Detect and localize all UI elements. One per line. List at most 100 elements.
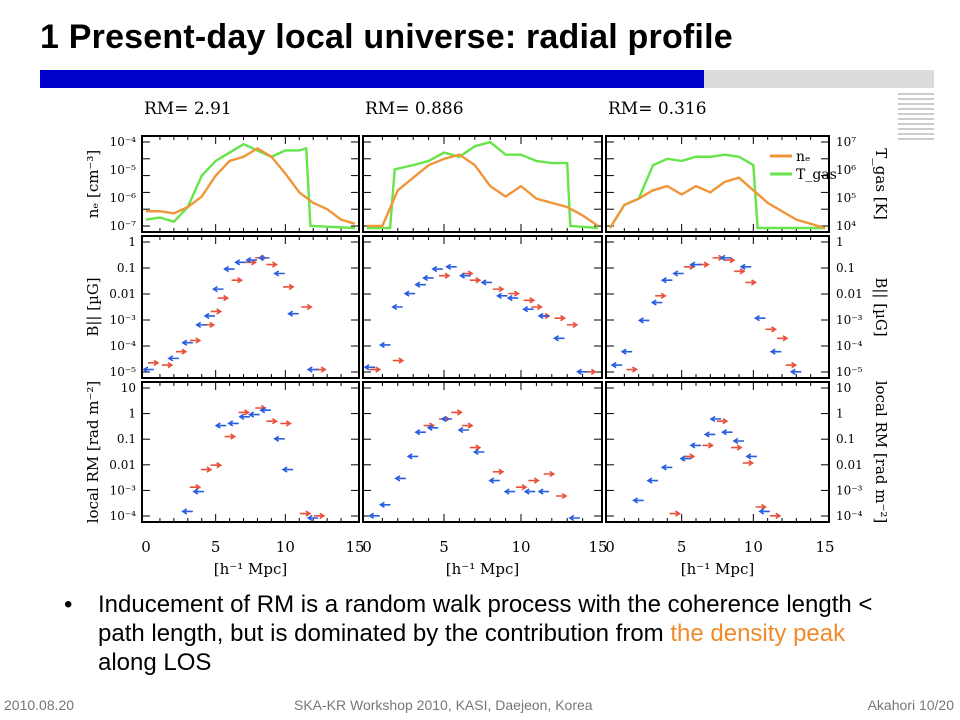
- left-arrow-point: [214, 422, 227, 429]
- panel-frame: [605, 235, 830, 379]
- left-arrow-point: [273, 435, 285, 442]
- x-axis-label: [h⁻¹ Mpc]: [446, 560, 519, 578]
- x-tick-label: 5: [677, 538, 687, 556]
- panel-frame: [141, 381, 360, 523]
- x-tick-label: 10: [511, 538, 530, 556]
- left-arrow-point: [679, 455, 691, 462]
- left-arrow-point: [523, 488, 536, 495]
- y-tick-right-row3: 1: [836, 407, 844, 421]
- y-axis-label-right-row2: B|| [µG]: [872, 277, 890, 336]
- left-arrow-point: [632, 497, 644, 504]
- left-arrow-point: [637, 317, 650, 324]
- left-arrow-point: [721, 429, 733, 436]
- x-tick-label: 0: [362, 538, 372, 556]
- panel-title-col2: RM= 0.886: [365, 99, 464, 119]
- left-arrow-point: [709, 415, 722, 423]
- left-arrow-point: [719, 254, 732, 262]
- y-tick-right-row2: 1: [836, 235, 844, 249]
- x-axis-label: [h⁻¹ Mpc]: [214, 560, 287, 578]
- x-tick-label: 15: [815, 538, 834, 556]
- legend-label-1: nₑ: [796, 149, 810, 165]
- y-axis-label-left-row1: nₑ [cm⁻³]: [84, 150, 102, 219]
- panel-frame: [362, 235, 603, 379]
- left-arrow-point: [457, 426, 470, 434]
- y-tick-right-row2: 10⁻⁵: [836, 365, 863, 379]
- right-arrow-point: [742, 459, 755, 467]
- panel-frame: [605, 135, 830, 233]
- title-underline-gray: [704, 70, 934, 88]
- y-tick-left-row2: 0.01: [109, 287, 136, 301]
- y-tick-right-row2: 0.01: [836, 287, 863, 301]
- right-arrow-point: [566, 321, 579, 329]
- left-arrow-point: [472, 448, 485, 456]
- left-arrow-point: [488, 477, 500, 484]
- left-arrow-point: [406, 453, 419, 460]
- left-arrow-point: [378, 501, 391, 508]
- panel-frame: [141, 235, 360, 379]
- right-arrow-point: [655, 292, 667, 300]
- bullet-marker: •: [64, 591, 73, 618]
- right-arrow-point: [516, 484, 528, 491]
- series-line-T-gas: [145, 142, 356, 230]
- right-arrow-point: [785, 361, 798, 369]
- panel-title-col3: RM= 0.316: [608, 99, 707, 119]
- left-arrow-point: [273, 270, 285, 277]
- right-arrow-point: [238, 409, 251, 416]
- series-line-n-e: [608, 176, 826, 230]
- right-arrow-point: [734, 268, 746, 275]
- left-arrow-point: [142, 366, 154, 373]
- left-arrow-point: [620, 348, 633, 355]
- left-arrow-point: [287, 310, 299, 317]
- left-arrow-point: [496, 292, 508, 300]
- y-tick-right-row3: 0.01: [836, 458, 863, 472]
- left-arrow-point: [195, 321, 207, 329]
- right-arrow-point: [175, 348, 188, 355]
- x-tick-label: 10: [276, 538, 295, 556]
- y-tick-right-row2: 0.1: [836, 261, 855, 275]
- right-arrow-point: [777, 335, 789, 342]
- left-arrow-point: [234, 259, 246, 266]
- series-line-T-gas: [367, 140, 599, 230]
- left-arrow-point: [650, 299, 663, 306]
- y-tick-left-row1: 10⁻⁵: [110, 163, 137, 177]
- decorative-lines-icon: [898, 93, 934, 140]
- y-tick-left-row1: 10⁻⁶: [110, 191, 137, 205]
- left-arrow-point: [660, 464, 673, 471]
- left-arrow-point: [403, 290, 416, 297]
- left-arrow-point: [522, 306, 534, 313]
- left-arrow-point: [181, 339, 193, 346]
- slide-title: 1 Present-day local universe: radial pro…: [40, 18, 733, 56]
- right-arrow-point: [231, 277, 244, 284]
- x-tick-label: 15: [345, 538, 364, 556]
- y-tick-right-row1: 10⁴: [836, 219, 856, 233]
- right-arrow-point: [626, 366, 639, 373]
- left-arrow-point: [363, 364, 376, 371]
- right-arrow-point: [189, 484, 202, 491]
- right-arrow-point: [266, 418, 278, 425]
- y-axis-label-left-row3: local RM [rad m⁻²]: [84, 381, 102, 524]
- left-arrow-point: [745, 453, 757, 460]
- left-arrow-point: [422, 274, 434, 282]
- left-arrow-point: [394, 475, 406, 482]
- right-arrow-point: [210, 462, 223, 469]
- left-arrow-point: [503, 488, 516, 495]
- right-arrow-point: [439, 272, 451, 279]
- left-arrow-point: [259, 407, 271, 414]
- y-tick-left-row3: 10: [121, 381, 136, 395]
- left-arrow-point: [181, 508, 193, 515]
- y-tick-left-row2: 0.1: [117, 261, 136, 275]
- y-tick-left-row1: 10⁻⁷: [110, 219, 137, 233]
- right-arrow-point: [731, 444, 743, 451]
- panel-title-col1: RM= 2.91: [144, 99, 232, 119]
- right-arrow-point: [462, 422, 474, 429]
- right-arrow-point: [745, 279, 757, 286]
- left-arrow-point: [689, 442, 701, 449]
- footer-page: Akahori 10/20: [867, 697, 954, 713]
- left-arrow-point: [391, 303, 403, 311]
- right-arrow-point: [369, 366, 382, 373]
- right-arrow-point: [313, 512, 326, 519]
- left-arrow-point: [689, 261, 701, 268]
- right-arrow-point: [210, 308, 223, 315]
- left-arrow-point: [758, 508, 770, 515]
- left-arrow-point: [368, 512, 380, 519]
